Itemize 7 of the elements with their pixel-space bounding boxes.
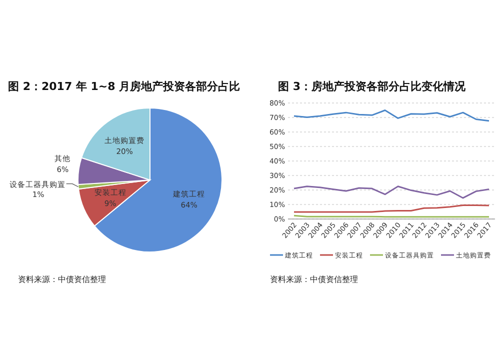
chart-title: 图 3：房地产投资各部分占比变化情况: [278, 80, 466, 93]
chart-title: 图 2：2017 年 1~8 月房地产投资各部分占比: [8, 80, 240, 93]
line-series: [293, 110, 490, 122]
line-series: [293, 204, 490, 213]
line-series: [293, 186, 490, 199]
text: 资料来源：中债资信整理: [18, 275, 106, 284]
text: 资料来源：中债资信整理: [270, 275, 358, 284]
